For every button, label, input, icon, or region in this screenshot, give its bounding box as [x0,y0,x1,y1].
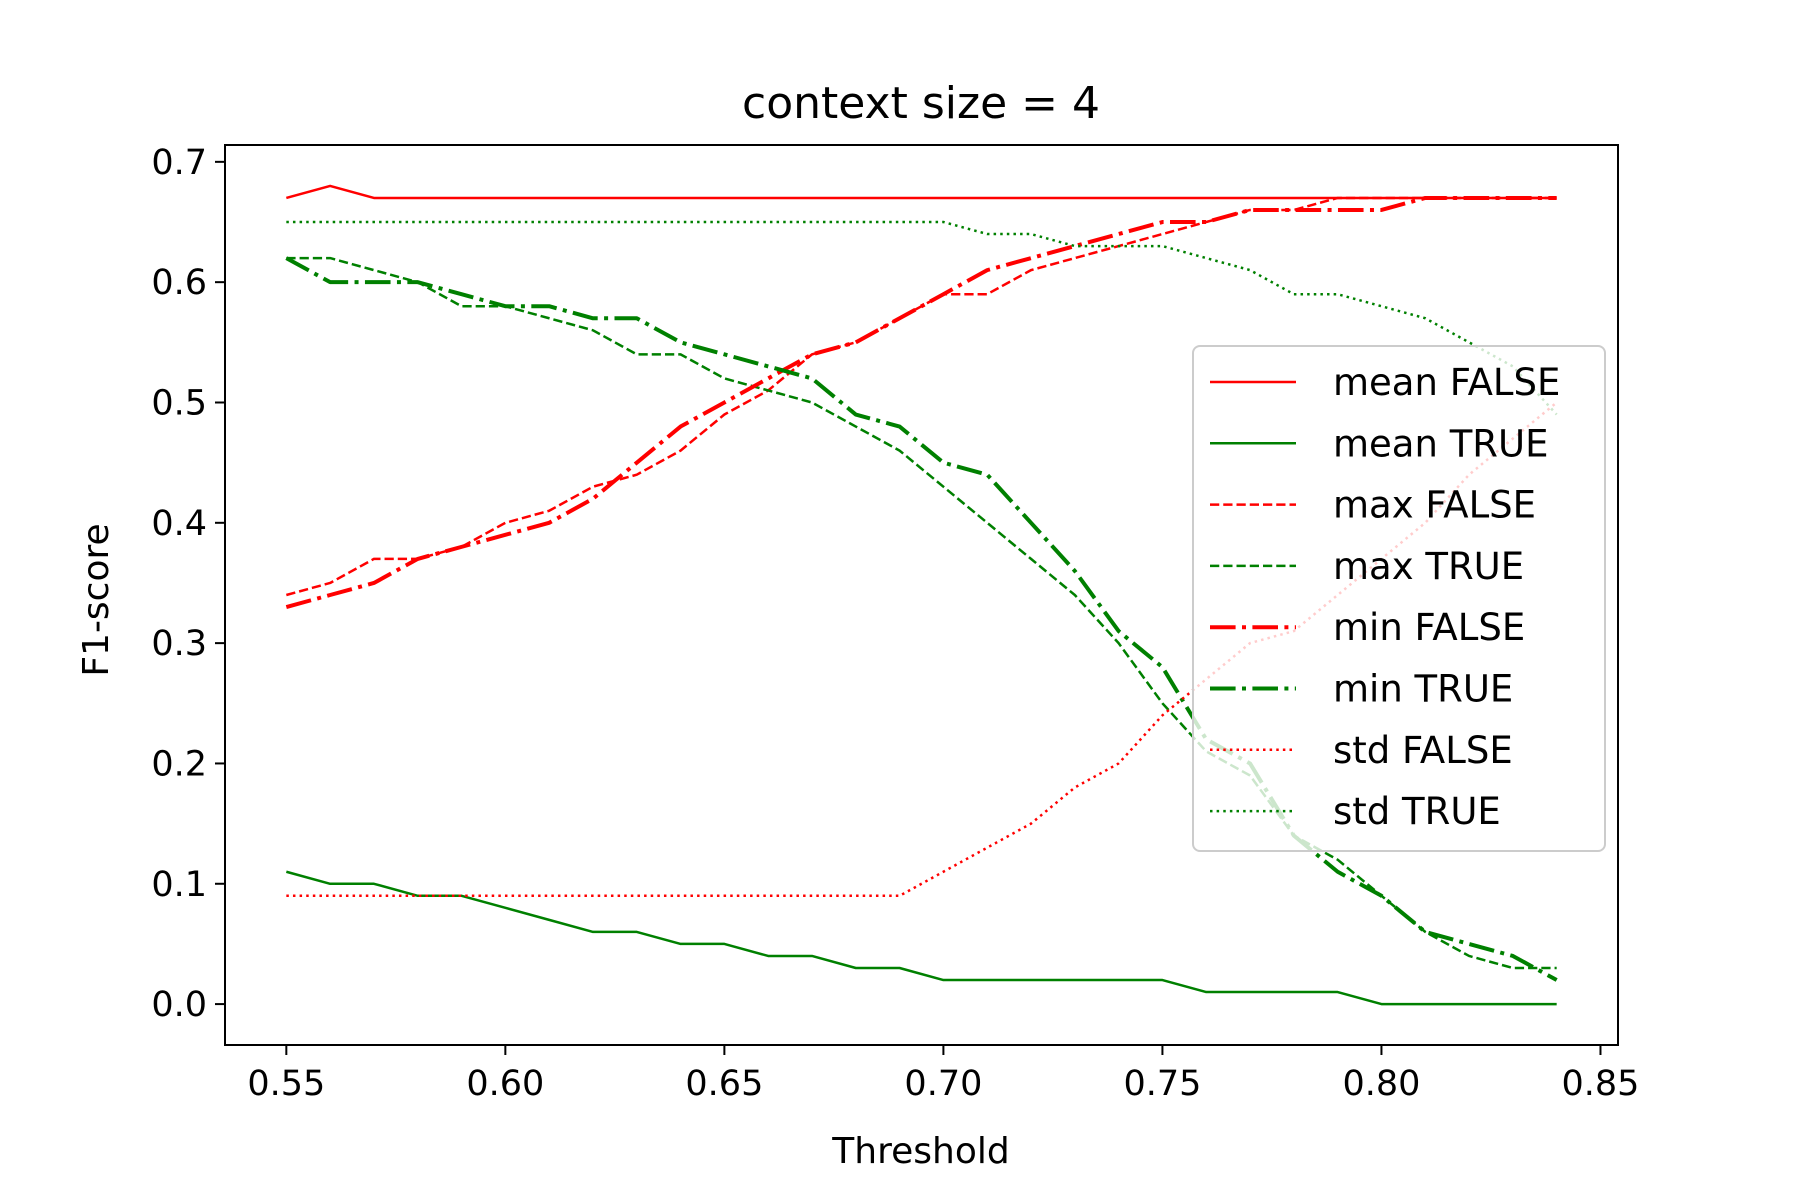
series-line-min-false [285,195,1557,609]
legend-label-mean-false: mean FALSE [1333,361,1560,404]
legend-label-max-true: max TRUE [1333,545,1524,588]
x-tick-label: 0.70 [904,1064,982,1104]
x-tick-label: 0.65 [685,1064,763,1104]
x-tick-label: 0.55 [247,1064,325,1104]
y-tick-label: 0.7 [151,143,207,183]
x-tick-label: 0.60 [466,1064,544,1104]
x-axis-label: Threshold [831,1131,1009,1172]
y-axis-label: F1-score [76,523,117,676]
legend-box [1192,345,1606,852]
y-tick-label: 0.5 [151,383,207,423]
legend-label-std-true: std TRUE [1333,790,1501,833]
x-tick-label: 0.80 [1342,1064,1420,1104]
chart-title: context size = 4 [742,78,1100,129]
x-axis: 0.55 0.60 0.65 0.70 0.75 0.80 0.85 [247,1045,1639,1104]
series-line-mean-true [285,870,1557,1006]
y-tick-label: 0.6 [151,263,207,303]
x-tick-label: 0.75 [1123,1064,1201,1104]
legend-label-min-false: min FALSE [1333,606,1525,649]
series-line-mean-false [285,184,1557,200]
y-axis: 0.0 0.1 0.2 0.3 0.4 0.5 0.6 0.7 [151,143,225,1025]
legend-label-min-true: min TRUE [1333,668,1513,711]
x-tick-label: 0.85 [1562,1064,1640,1104]
plot-frame [224,144,1619,1046]
y-tick-label: 0.2 [151,744,207,784]
series-line-min-true [285,256,1558,982]
legend-label-mean-true: mean TRUE [1333,422,1548,465]
y-tick-label: 0.0 [151,985,207,1025]
y-tick-label: 0.1 [151,865,207,905]
y-tick-label: 0.4 [151,504,207,544]
legend-label-std-false: std FALSE [1333,729,1513,772]
y-tick-label: 0.3 [151,624,207,664]
legend: mean FALSE mean TRUE max FALSE max TRUE min … [1192,345,1606,852]
legend-label-max-false: max FALSE [1333,484,1536,527]
